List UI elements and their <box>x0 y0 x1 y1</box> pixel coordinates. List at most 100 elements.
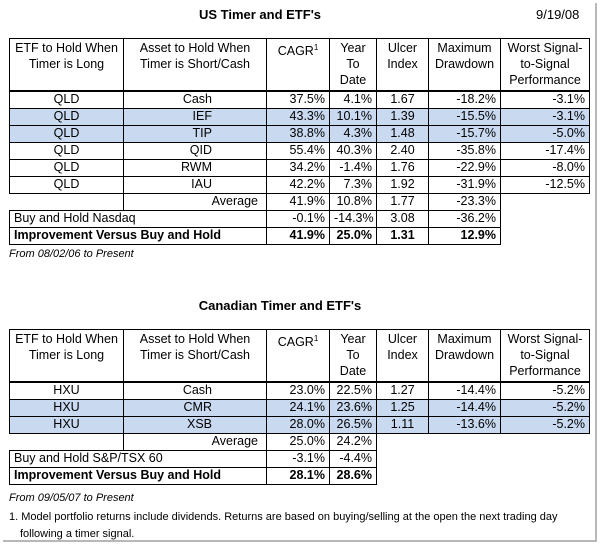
improvement-cagr: 41.9% <box>266 226 330 245</box>
improvement-ulcer: 1.31 <box>376 226 429 245</box>
etf-cell: HXU <box>9 415 124 434</box>
etf-cell: HXU <box>9 380 124 400</box>
drawdown-cell: -35.8% <box>428 141 501 160</box>
drawdown-cell: -13.6% <box>428 415 501 434</box>
improvement-ytd: 28.6% <box>329 466 377 485</box>
average-cagr: 41.9% <box>266 192 330 211</box>
header-etf-long: ETF to Hold When Timer is Long <box>9 329 124 382</box>
improvement-drawdown: 12.9% <box>428 226 501 245</box>
header-etf-long: ETF to Hold When Timer is Long <box>9 38 124 91</box>
header-asset-short: Asset to Hold When Timer is Short/Cash <box>123 38 267 91</box>
worst-cell: -3.1% <box>500 89 590 109</box>
asset-cell: Cash <box>123 89 267 109</box>
worst-cell: -5.0% <box>500 124 590 143</box>
footnote: 1. Model portfolio returns include divid… <box>9 509 558 543</box>
table-row: HXU CMR 24.1% 23.6% 1.25 -14.4% -5.2% <box>9 398 590 417</box>
buy-hold-ytd: -14.3% <box>329 209 377 228</box>
header-cagr: CAGR1 <box>266 38 330 91</box>
improvement-row: Improvement Versus Buy and Hold 41.9% 25… <box>9 226 590 245</box>
average-ulcer: 1.77 <box>376 192 429 211</box>
buy-hold-cagr: -0.1% <box>266 209 330 228</box>
average-ytd: 24.2% <box>329 432 377 451</box>
etf-cell: QLD <box>9 175 124 194</box>
table-row: QLD IAU 42.2% 7.3% 1.92 -31.9% -12.5% <box>9 175 590 194</box>
asset-cell: IEF <box>123 107 267 126</box>
ytd-cell: 4.1% <box>329 89 377 109</box>
worst-cell: -3.1% <box>500 107 590 126</box>
drawdown-cell: -14.4% <box>428 380 501 400</box>
us-period-note: From 08/02/06 to Present <box>9 248 134 260</box>
ulcer-cell: 1.11 <box>376 415 429 434</box>
ulcer-cell: 1.67 <box>376 89 429 109</box>
average-row: Average 41.9% 10.8% 1.77 -23.3% <box>10 192 590 211</box>
ulcer-cell: 1.27 <box>376 380 429 400</box>
ulcer-cell: 1.25 <box>376 398 429 417</box>
asset-cell: Cash <box>123 380 267 400</box>
header-drawdown: Maximum Drawdown <box>428 38 501 91</box>
buy-hold-row: Buy and Hold S&P/TSX 60 -3.1% -4.4% <box>9 449 590 468</box>
canada-timer-table: ETF to Hold When Timer is Long Asset to … <box>9 329 590 485</box>
canada-header-row: ETF to Hold When Timer is Long Asset to … <box>9 329 590 382</box>
header-ytd: Year To Date <box>329 38 377 91</box>
ytd-cell: -1.4% <box>329 158 377 177</box>
ytd-cell: 26.5% <box>329 415 377 434</box>
asset-cell: TIP <box>123 124 267 143</box>
average-label: Average <box>123 192 267 211</box>
etf-cell: QLD <box>9 158 124 177</box>
asset-cell: IAU <box>123 175 267 194</box>
drawdown-cell: -22.9% <box>428 158 501 177</box>
buy-hold-drawdown: -36.2% <box>428 209 501 228</box>
etf-cell: QLD <box>9 141 124 160</box>
table-row: HXU XSB 28.0% 26.5% 1.11 -13.6% -5.2% <box>9 415 590 434</box>
header-worst: Worst Signal-to-Signal Performance <box>500 329 590 382</box>
ytd-cell: 23.6% <box>329 398 377 417</box>
improvement-label: Improvement Versus Buy and Hold <box>9 466 267 485</box>
improvement-row: Improvement Versus Buy and Hold 28.1% 28… <box>9 466 590 485</box>
improvement-cagr: 28.1% <box>266 466 330 485</box>
us-header-row: ETF to Hold When Timer is Long Asset to … <box>9 38 590 91</box>
drawdown-cell: -15.7% <box>428 124 501 143</box>
cagr-cell: 38.8% <box>266 124 330 143</box>
ytd-cell: 4.3% <box>329 124 377 143</box>
table-row: QLD RWM 34.2% -1.4% 1.76 -22.9% -8.0% <box>9 158 590 177</box>
etf-cell: QLD <box>9 107 124 126</box>
asset-cell: QID <box>123 141 267 160</box>
table-row: HXU Cash 23.0% 22.5% 1.27 -14.4% -5.2% <box>9 380 590 400</box>
drawdown-cell: -18.2% <box>428 89 501 109</box>
worst-cell: -5.2% <box>500 380 590 400</box>
asset-cell: CMR <box>123 398 267 417</box>
cagr-cell: 37.5% <box>266 89 330 109</box>
worst-cell: -17.4% <box>500 141 590 160</box>
drawdown-cell: -14.4% <box>428 398 501 417</box>
ytd-cell: 22.5% <box>329 380 377 400</box>
average-cagr: 25.0% <box>266 432 330 451</box>
table-row: QLD QID 55.4% 40.3% 2.40 -35.8% -17.4% <box>9 141 590 160</box>
report-date: 9/19/08 <box>536 7 580 22</box>
cagr-cell: 55.4% <box>266 141 330 160</box>
average-row: Average 25.0% 24.2% <box>10 432 590 451</box>
header-cagr: CAGR1 <box>266 329 330 382</box>
buy-hold-row: Buy and Hold Nasdaq -0.1% -14.3% 3.08 -3… <box>9 209 590 228</box>
table-row: QLD Cash 37.5% 4.1% 1.67 -18.2% -3.1% <box>9 89 590 109</box>
footnote-line-2: following a timer signal. <box>20 528 135 540</box>
buy-hold-label: Buy and Hold Nasdaq <box>9 209 267 228</box>
ytd-cell: 40.3% <box>329 141 377 160</box>
cagr-cell: 43.3% <box>266 107 330 126</box>
us-table-title: US Timer and ETF's <box>198 7 322 22</box>
ytd-cell: 7.3% <box>329 175 377 194</box>
ulcer-cell: 1.48 <box>376 124 429 143</box>
canada-period-note: From 09/05/07 to Present <box>9 492 134 504</box>
buy-hold-ulcer: 3.08 <box>376 209 429 228</box>
header-ytd: Year To Date <box>329 329 377 382</box>
table-row: QLD TIP 38.8% 4.3% 1.48 -15.7% -5.0% <box>9 124 590 143</box>
cagr-cell: 24.1% <box>266 398 330 417</box>
page-frame <box>3 3 597 542</box>
header-worst: Worst Signal-to-Signal Performance <box>500 38 590 91</box>
drawdown-cell: -31.9% <box>428 175 501 194</box>
us-timer-table: ETF to Hold When Timer is Long Asset to … <box>9 38 590 245</box>
buy-hold-label: Buy and Hold S&P/TSX 60 <box>9 449 267 468</box>
average-ytd: 10.8% <box>329 192 377 211</box>
cagr-cell: 23.0% <box>266 380 330 400</box>
ulcer-cell: 1.76 <box>376 158 429 177</box>
asset-cell: XSB <box>123 415 267 434</box>
